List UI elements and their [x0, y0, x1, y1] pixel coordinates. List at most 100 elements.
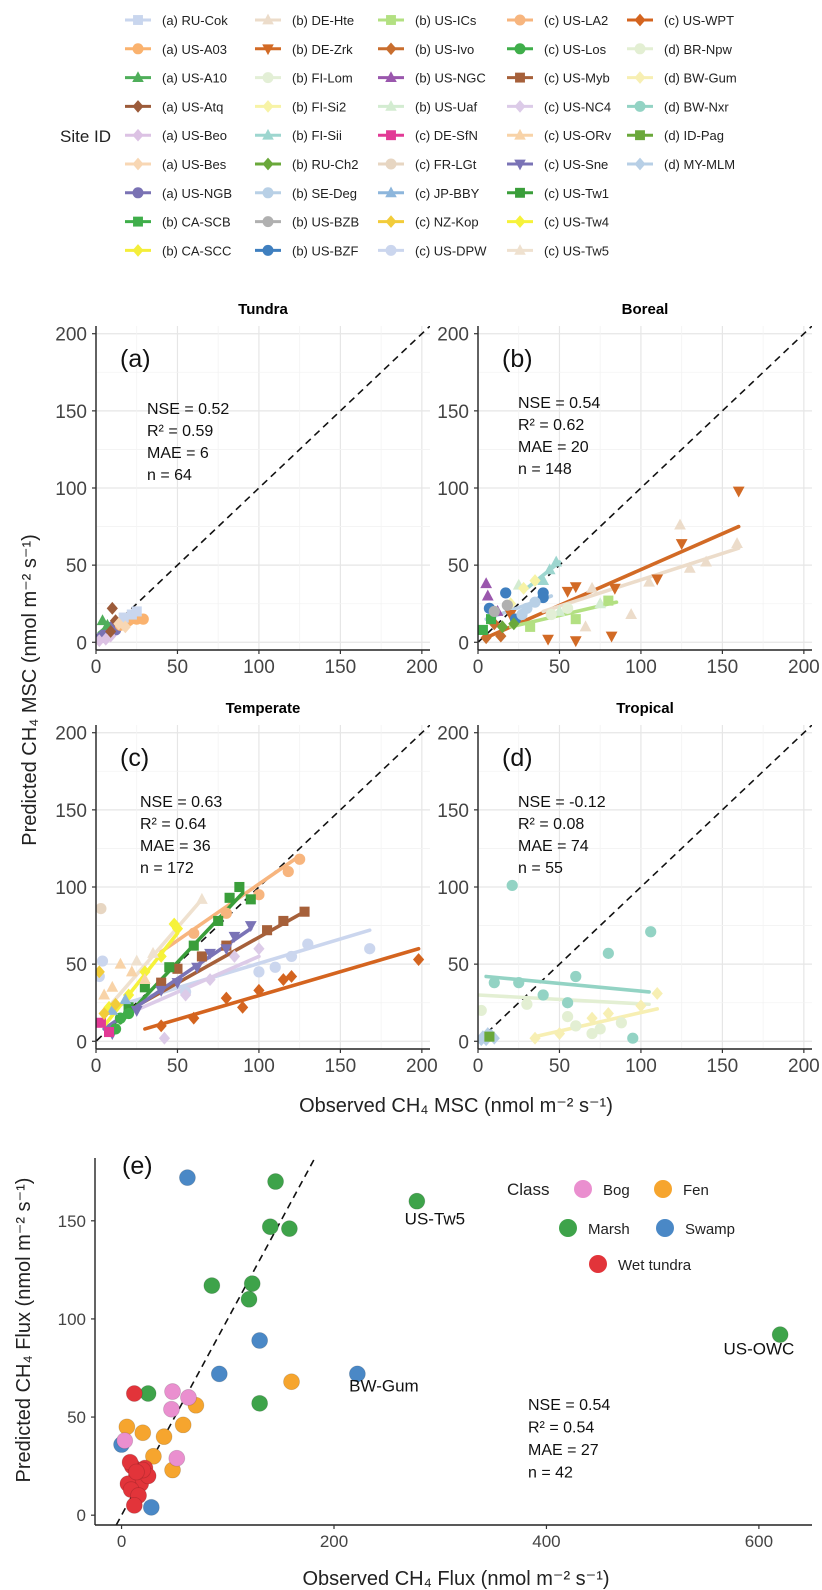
data-point-c-us-nc4 — [228, 949, 241, 963]
stat-line: MAE = 27 — [528, 1442, 599, 1459]
class-legend-key-icon — [574, 1180, 592, 1198]
stat-line: NSE = -0.12 — [518, 794, 606, 811]
legend-key-circle-icon — [132, 43, 144, 55]
legend-key-square-icon — [635, 130, 645, 141]
legend-item-d-bw-gum: (d) BW-Gum — [627, 71, 737, 86]
legend-label: (b) US-NGC — [415, 71, 486, 86]
legend-item-b-fi-lom: (b) FI-Lom — [255, 71, 353, 86]
legend-label: (c) US-Tw4 — [544, 215, 609, 230]
panel-letter: (d) — [502, 744, 533, 772]
legend-item-c-us-los: (c) US-Los — [507, 42, 607, 57]
data-point-swamp — [348, 1365, 366, 1383]
data-point-b-de-zrk — [608, 583, 621, 595]
data-point-b-de-zrk — [504, 610, 517, 621]
data-point-c-us-dpw — [96, 955, 109, 967]
data-point-wet-tundra — [125, 1385, 143, 1402]
data-point-d-bw-nxr — [602, 947, 614, 959]
stat-line: NSE = 0.63 — [140, 794, 222, 811]
panel-letter: (e) — [122, 1152, 153, 1180]
data-point-bog — [180, 1389, 197, 1406]
legend-key-square-icon — [386, 15, 396, 25]
legend-key-diamond-icon — [514, 215, 526, 228]
legend-item-a-us-atq: (a) US-Atq — [125, 99, 223, 114]
legend-label: (a) US-A10 — [162, 71, 227, 86]
data-point-c-us-orv — [114, 957, 127, 969]
data-point-wet-tundra — [128, 1463, 145, 1481]
data-point-b-us-ngc — [481, 589, 494, 601]
panel-boreal: Boreal 00 50 50 100 100 150 150 200 200 (b) NSE = 0… — [437, 301, 819, 678]
data-point-marsh — [240, 1290, 258, 1308]
one-to-one-line — [478, 725, 812, 1043]
data-point-b-ca-scb — [478, 624, 488, 635]
data-point-swamp — [251, 1332, 269, 1349]
data-point-c-us-tw1 — [234, 881, 245, 893]
legend-item-b-de-zrk: (b) DE-Zrk — [255, 42, 353, 57]
data-point-c-us-tw4 — [139, 965, 151, 979]
legend-key-diamond-icon — [514, 100, 526, 113]
panel-e: 0 50 100 150 0 200 400 600 (e) Observed CH₄ Flux … — [13, 1152, 812, 1590]
x-tick-label: 150 — [707, 657, 739, 678]
data-point-c-us-sne — [130, 1005, 143, 1017]
data-point-c-us-nc4 — [158, 1031, 171, 1045]
data-point-d-br-npw — [562, 1011, 574, 1023]
fit-line-c-us-tw5 — [110, 897, 204, 1005]
data-point-d-br-npw — [570, 1020, 582, 1032]
data-point-b-de-zrk — [542, 634, 554, 646]
data-point-b-us-bzb — [488, 605, 500, 618]
stat-line: NSE = 0.52 — [147, 401, 229, 418]
data-point-a-us-beo — [96, 634, 105, 648]
legend-item-b-fi-si2: (b) FI-Si2 — [255, 99, 346, 114]
y-tick-label: 0 — [458, 633, 469, 654]
data-point-marsh — [408, 1192, 426, 1210]
legend-label: (c) US-Tw1 — [544, 186, 609, 201]
y-tick-label: 50 — [448, 556, 469, 577]
data-point-b-de-zrk — [569, 582, 582, 594]
data-point-d-bw-gum — [586, 1011, 598, 1025]
legend-key-triangle-icon — [132, 71, 144, 82]
data-point-b-de-hte — [643, 575, 655, 587]
fit-line-c-us-tw4 — [102, 931, 180, 1028]
data-point-marsh — [243, 1275, 261, 1293]
data-point-c-us-los — [114, 1012, 127, 1024]
x-tick-label: 0 — [473, 657, 484, 678]
data-point-a-us-atq — [106, 601, 118, 615]
legend-key-square-icon — [133, 15, 143, 25]
legend-label: (c) JP-BBY — [415, 186, 480, 201]
data-point-a-ru-cok — [131, 606, 142, 617]
data-point-c-us-tw4 — [155, 949, 167, 963]
panel-title: Temperate — [226, 700, 301, 717]
data-point-b-se-deg — [516, 608, 528, 621]
data-point-marsh — [251, 1394, 269, 1412]
data-point-c-us-dpw — [364, 943, 376, 955]
legend-label: (b) US-Uaf — [415, 99, 478, 114]
legend-item-c-us-tw5: (c) US-Tw5 — [507, 243, 609, 258]
data-point-b-ca-scb — [485, 614, 497, 625]
facet-y-axis-label: Predicted CH₄ MSC (nmol m⁻² s⁻¹) — [19, 534, 41, 846]
legend-label: (b) CA-SCB — [162, 215, 231, 230]
legend-key-diamond-icon — [634, 13, 646, 27]
class-legend-label-swamp: Swamp — [685, 1221, 735, 1238]
data-point-b-us-ics — [525, 621, 536, 632]
legend-item-c-us-wpt: (c) US-WPT — [627, 13, 734, 28]
x-tick-label: 200 — [406, 1056, 438, 1077]
legend-item-c-fr-lgt: (c) FR-LGt — [378, 157, 477, 172]
legend-item-c-jp-bby: (c) JP-BBY — [378, 186, 480, 201]
legend-label: (b) US-ICs — [415, 13, 477, 28]
data-point-b-fi-si2 — [518, 581, 530, 595]
legend-label: (b) US-BZF — [292, 243, 359, 258]
legend-item-a-us-a10: (a) US-A10 — [125, 71, 227, 86]
legend-item-c-us-tw4: (c) US-Tw4 — [507, 215, 609, 230]
data-point-b-de-zrk — [561, 586, 574, 598]
data-point-c-us-tw5 — [130, 954, 143, 966]
data-point-c-us-tw1 — [123, 1002, 134, 1013]
x-tick-label: 50 — [167, 657, 188, 678]
x-tick-label: 0 — [473, 1056, 484, 1077]
legend-label: (c) US-WPT — [664, 13, 734, 28]
legend-label: (c) DE-SfN — [415, 128, 478, 143]
legend-key-triangle-down-icon — [514, 159, 526, 171]
data-point-c-us-nc4 — [253, 942, 265, 956]
x-tick-label: 150 — [707, 1056, 739, 1077]
data-point-b-de-hte — [586, 581, 598, 593]
stat-line: n = 64 — [147, 467, 192, 484]
x-tick-label: 150 — [325, 1056, 357, 1077]
